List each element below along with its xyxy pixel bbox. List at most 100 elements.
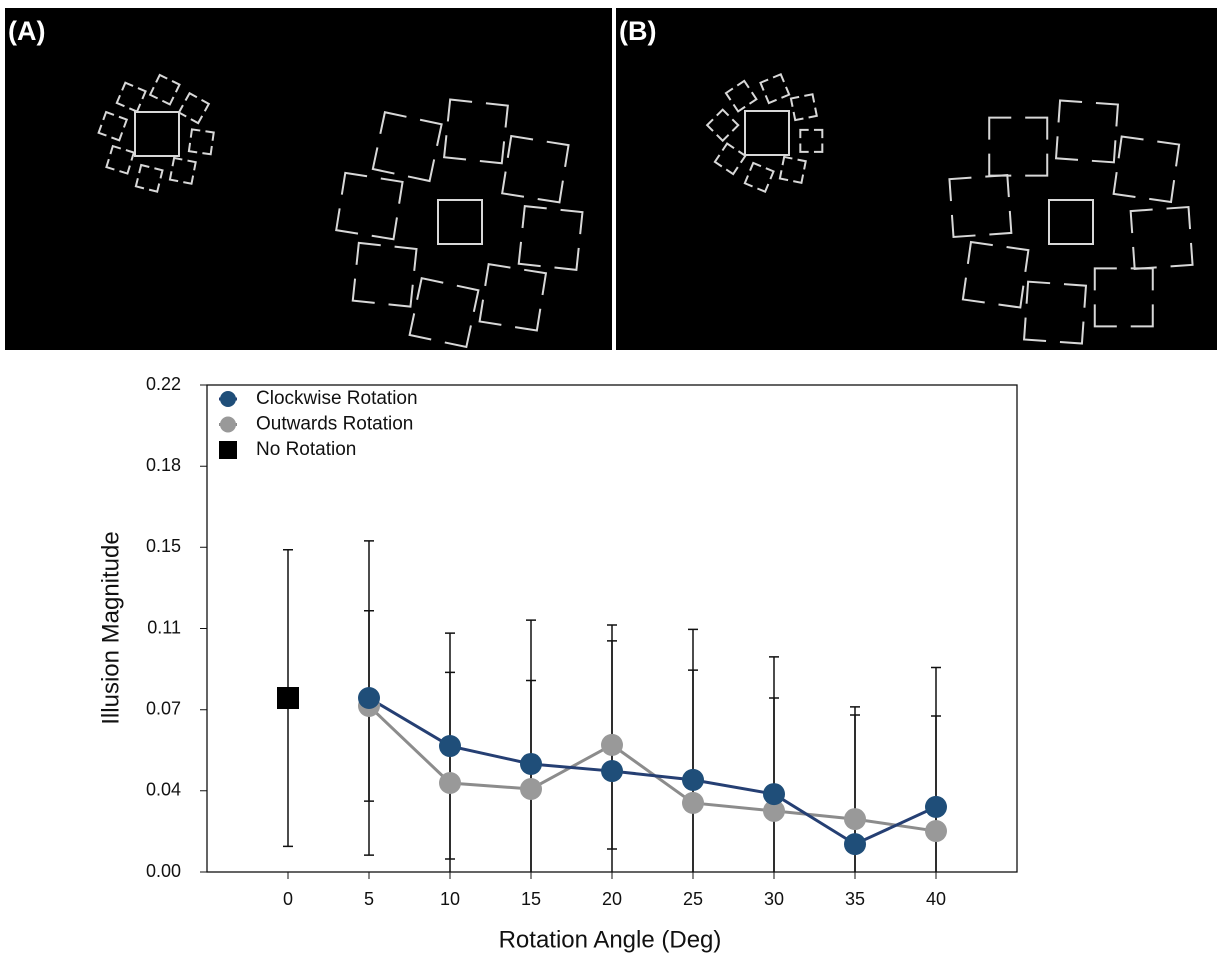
y-tick-label: 0.18 bbox=[146, 455, 181, 475]
flanker bbox=[517, 205, 584, 271]
y-tick-label: 0.00 bbox=[146, 861, 181, 881]
point bbox=[277, 687, 299, 710]
flanker-corners bbox=[134, 163, 164, 193]
flanker bbox=[1023, 280, 1088, 345]
flanker bbox=[961, 240, 1030, 309]
plot: 0.00 0.04 0.07 0.11 0.15 0.18 0.22 0 5 10 15 20 25 30… bbox=[146, 374, 947, 909]
data-area bbox=[277, 540, 947, 872]
flanker bbox=[759, 73, 791, 105]
flanker bbox=[1129, 205, 1194, 270]
target-square bbox=[437, 199, 483, 245]
series-line bbox=[367, 704, 937, 833]
flanker-corners bbox=[743, 161, 775, 193]
legend-marker bbox=[220, 391, 236, 407]
target-square bbox=[134, 111, 180, 157]
point bbox=[682, 791, 704, 814]
flanker bbox=[724, 79, 758, 113]
flanker-corners bbox=[1023, 280, 1088, 345]
point bbox=[763, 799, 785, 822]
flanker-corners bbox=[148, 73, 181, 106]
flanker-corners bbox=[177, 91, 211, 125]
flanker-corners bbox=[517, 205, 584, 271]
flanker-corners bbox=[168, 156, 197, 185]
point bbox=[925, 795, 947, 818]
flanker bbox=[713, 142, 747, 176]
point bbox=[844, 808, 866, 831]
flanker bbox=[408, 277, 480, 349]
flanker bbox=[1093, 267, 1154, 328]
flanker-corners bbox=[1054, 99, 1119, 164]
y-tick-label: 0.15 bbox=[146, 536, 181, 556]
panel-a-background bbox=[5, 8, 612, 350]
panel-label: (B) bbox=[619, 16, 656, 46]
series-line bbox=[368, 696, 937, 846]
y-tick-label: 0.11 bbox=[147, 617, 181, 637]
point bbox=[682, 768, 704, 791]
legend-marker bbox=[220, 416, 236, 433]
stimuli bbox=[97, 73, 1194, 349]
x-tick-label: 20 bbox=[602, 889, 622, 909]
x-axis-title: Rotation Angle (Deg) bbox=[499, 926, 722, 953]
flanker-corners bbox=[778, 155, 807, 184]
flanker bbox=[371, 111, 443, 183]
flanker-corners bbox=[187, 128, 215, 156]
x-tick-label: 35 bbox=[845, 889, 865, 909]
flanker-corners bbox=[961, 240, 1030, 309]
flanker bbox=[778, 155, 807, 184]
target-square bbox=[1048, 199, 1094, 245]
flanker-corners bbox=[799, 128, 824, 153]
legend-label: No Rotation bbox=[256, 439, 356, 460]
flanker-corners bbox=[705, 108, 740, 143]
flanker-corners bbox=[408, 277, 480, 349]
flanker bbox=[743, 161, 775, 193]
flanker-corners bbox=[759, 73, 791, 105]
point bbox=[439, 735, 461, 758]
point bbox=[925, 820, 947, 843]
flanker bbox=[799, 128, 824, 153]
flanker bbox=[501, 134, 570, 204]
point bbox=[520, 752, 542, 775]
point bbox=[844, 833, 866, 856]
point bbox=[358, 687, 380, 710]
y-tick-label: 0.04 bbox=[146, 780, 181, 800]
flanker-corners bbox=[713, 142, 747, 176]
flanker bbox=[789, 93, 818, 122]
flanker-corners bbox=[371, 111, 443, 183]
flanker-corners bbox=[789, 93, 818, 122]
point bbox=[439, 772, 461, 795]
point bbox=[601, 733, 623, 756]
flanker-corners bbox=[1129, 205, 1194, 270]
y-tick-label: 0.07 bbox=[146, 698, 181, 718]
flanker-corners bbox=[1093, 267, 1154, 328]
legend-marker bbox=[219, 441, 237, 459]
flanker bbox=[335, 171, 404, 241]
flanker bbox=[1054, 99, 1119, 164]
flanker bbox=[168, 156, 197, 185]
x-tick-label: 10 bbox=[440, 889, 460, 909]
flanker bbox=[97, 110, 129, 142]
x-tick-label: 30 bbox=[764, 889, 784, 909]
flanker-corners bbox=[443, 98, 509, 165]
flanker-corners bbox=[97, 110, 129, 142]
flanker bbox=[148, 73, 181, 106]
flanker bbox=[351, 241, 418, 308]
panel-label: (A) bbox=[8, 16, 45, 46]
flanker-corners bbox=[988, 116, 1049, 177]
flanker bbox=[443, 98, 509, 165]
flanker bbox=[705, 108, 740, 143]
flanker bbox=[187, 128, 215, 156]
flanker bbox=[105, 144, 136, 175]
flanker-corners bbox=[115, 81, 147, 113]
legend-label: Outwards Rotation bbox=[256, 414, 413, 435]
flanker bbox=[478, 263, 548, 332]
x-tick-label: 0 bbox=[283, 889, 293, 909]
flanker bbox=[115, 81, 147, 113]
x-tick-label: 40 bbox=[926, 889, 946, 909]
flanker-corners bbox=[724, 79, 758, 113]
point bbox=[601, 760, 623, 783]
flanker bbox=[988, 116, 1049, 177]
x-tick-label: 15 bbox=[521, 889, 541, 909]
flanker-corners bbox=[501, 134, 570, 204]
point bbox=[520, 777, 542, 800]
